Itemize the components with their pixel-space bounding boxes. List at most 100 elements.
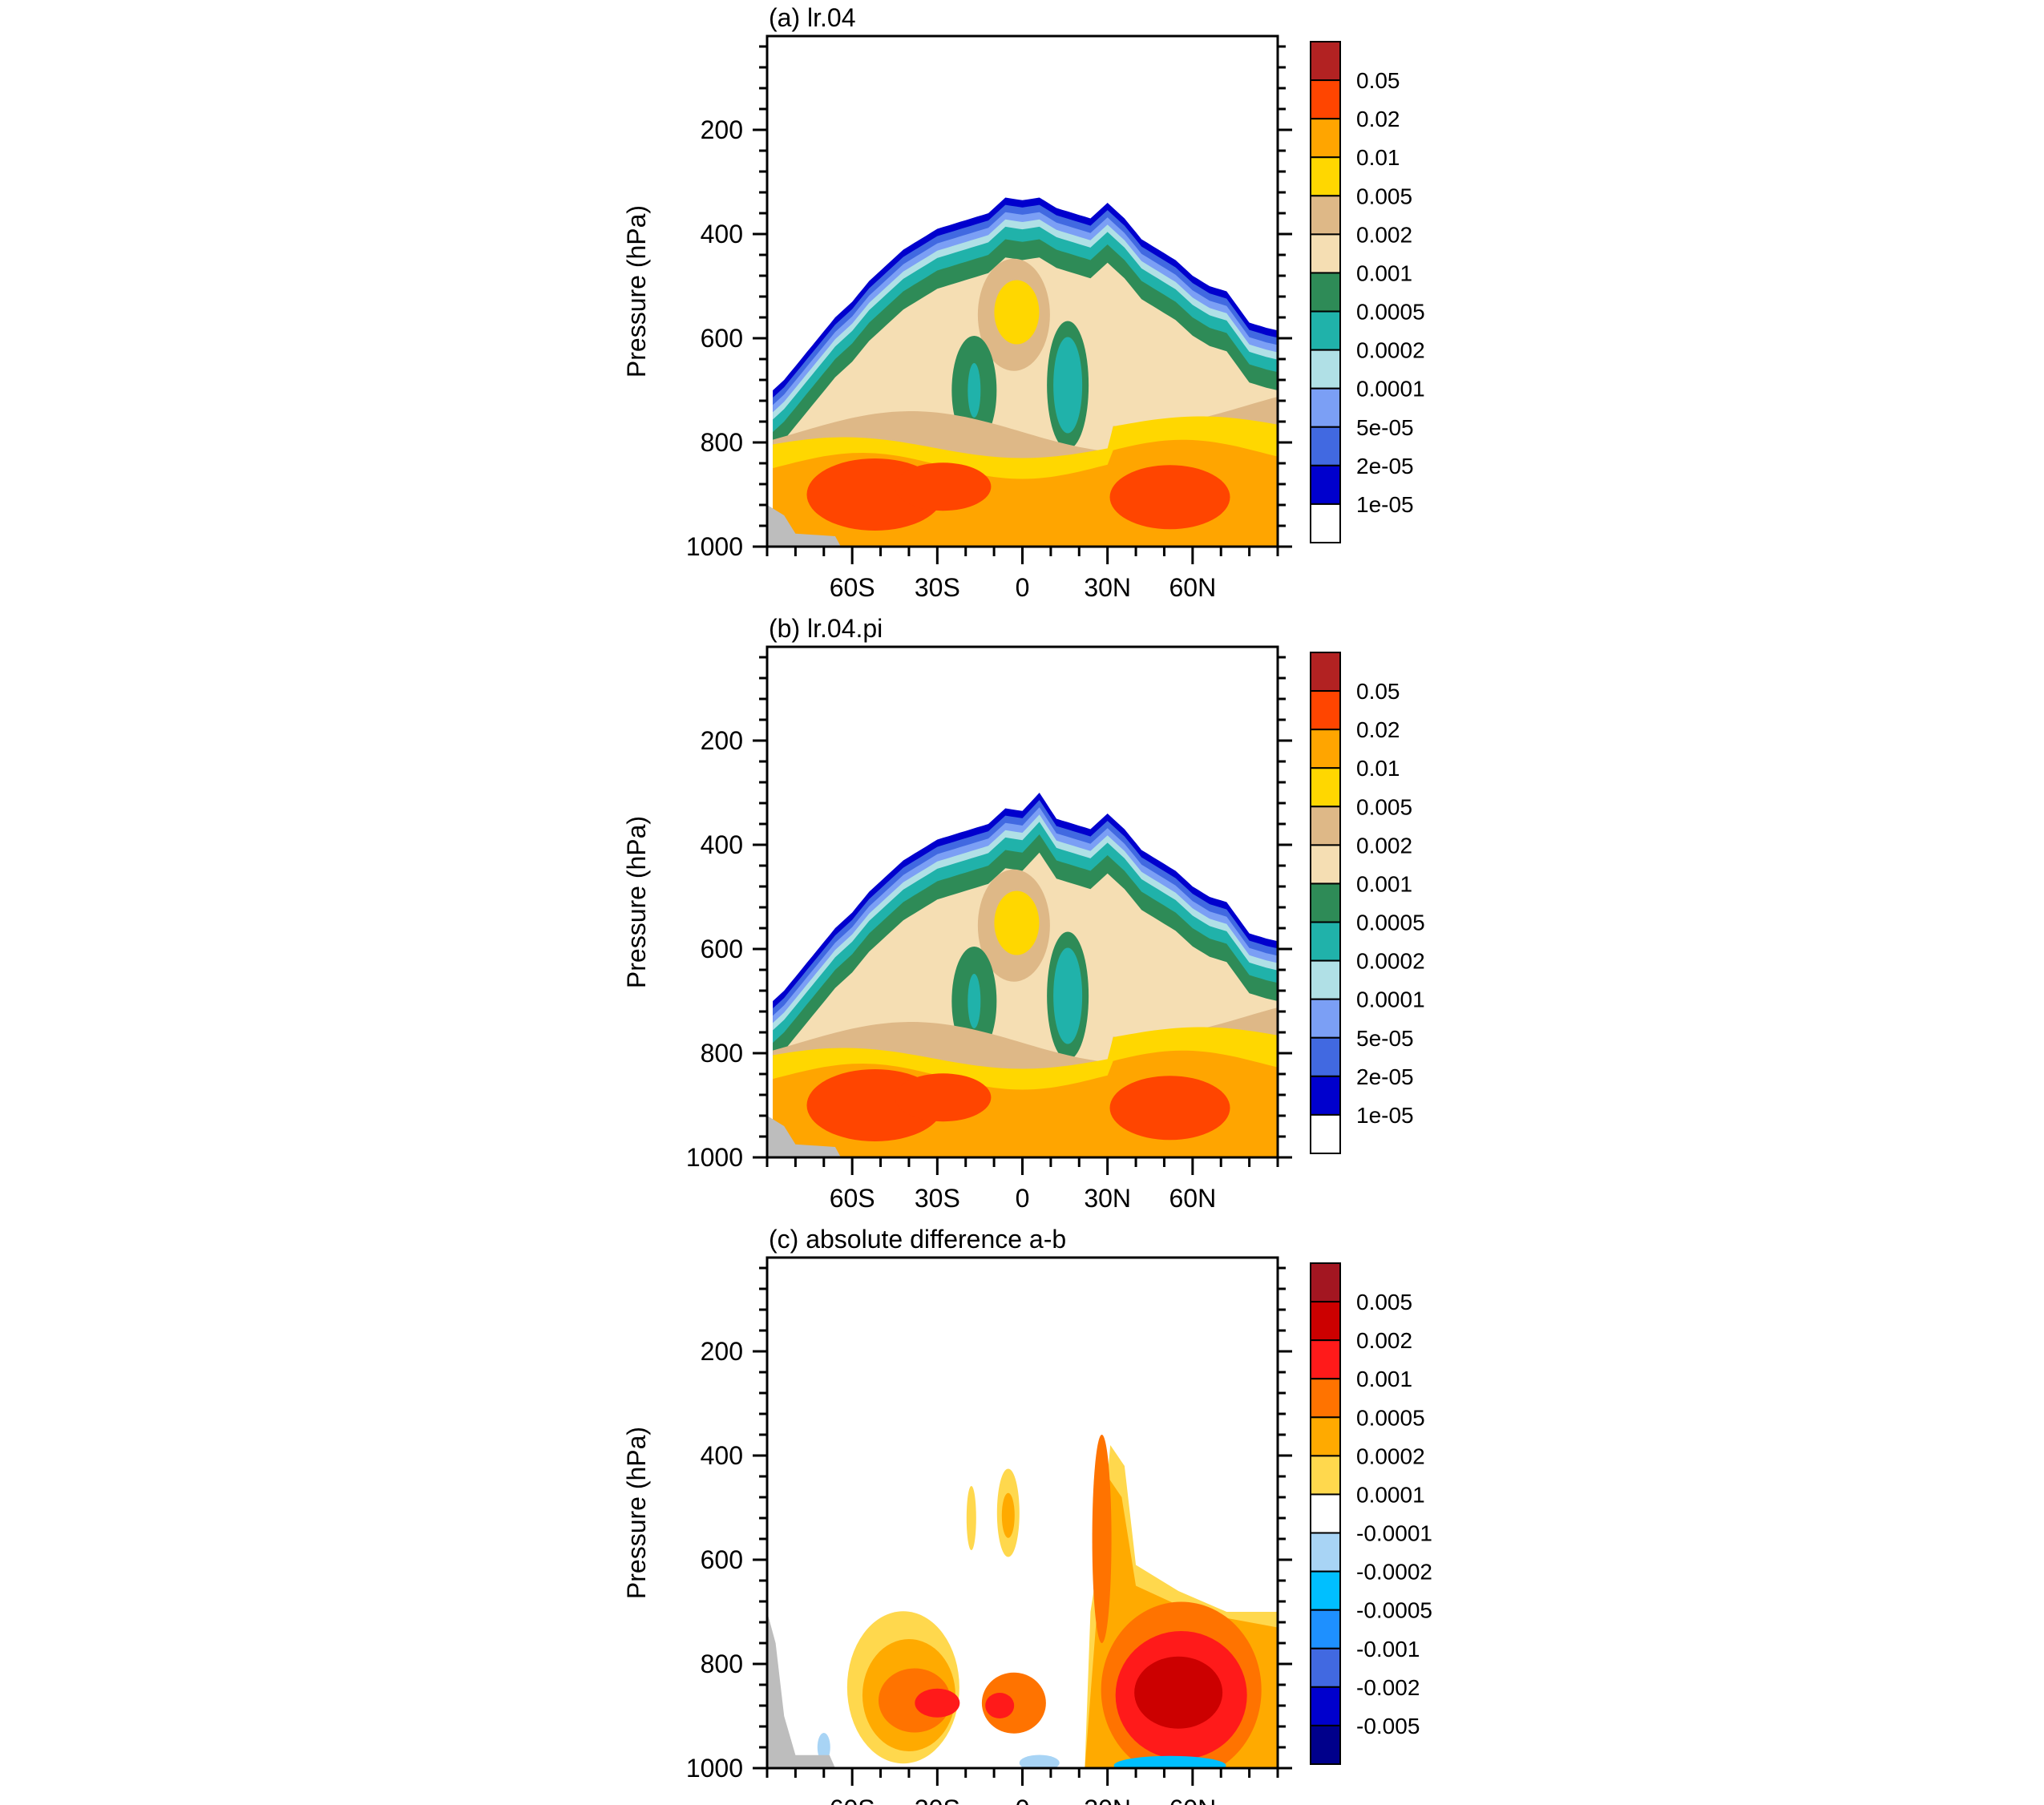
colorbar-swatch: [1310, 1416, 1341, 1457]
colorbar-label: 0.0002: [1356, 949, 1425, 974]
y-tick-label: 400: [701, 830, 743, 859]
y-tick-label: 1000: [686, 532, 743, 561]
x-tick-label: 30S: [915, 573, 960, 602]
x-tick-label: 30N: [1084, 1795, 1131, 1805]
y-tick-label: 400: [701, 1441, 743, 1470]
colorbar-swatch: [1310, 464, 1341, 505]
y-axis-label-c: Pressure (hPa): [622, 1427, 651, 1599]
x-tick-label: 60S: [830, 1795, 875, 1805]
colorbar-label: -0.005: [1356, 1714, 1420, 1738]
colorbar-label: 0.0001: [1356, 377, 1425, 402]
colorbar-swatch: [1310, 1455, 1341, 1496]
colorbar-swatch: [1310, 272, 1341, 313]
y-tick-label: 800: [701, 428, 743, 457]
field-layer: [767, 793, 1278, 1157]
colorbar-label: 0.0002: [1356, 1444, 1425, 1468]
x-tick-label: 60N: [1169, 573, 1216, 602]
y-tick-label: 600: [701, 324, 743, 353]
colorbar-label: 0.02: [1356, 717, 1400, 742]
x-tick-label: 0: [1016, 1795, 1030, 1805]
field-layer: [767, 1435, 1278, 1768]
colorbar-swatch: [1310, 1113, 1341, 1155]
diff-0.0005-streak: [1092, 1435, 1112, 1643]
colorbar-label: 0.0001: [1356, 1482, 1425, 1507]
colorbar-swatch: [1310, 426, 1341, 466]
colorbar-swatch: [1310, 503, 1341, 544]
topography-mask: [767, 1116, 842, 1157]
diff-0.001-south: [915, 1688, 960, 1718]
colorbar-label: 0.002: [1356, 222, 1412, 247]
colorbar-swatch: [1310, 195, 1341, 236]
x-tick-label: 60S: [830, 1184, 875, 1213]
colorbar-label: -0.002: [1356, 1675, 1420, 1700]
y-axis-label-a: Pressure (hPa): [622, 205, 651, 378]
panel-title-a: (a) lr.04: [769, 3, 855, 32]
x-tick-label: 60N: [1169, 1795, 1216, 1805]
colorbar-label: 5e-05: [1356, 1026, 1414, 1051]
colorbar-label: 0.002: [1356, 833, 1412, 858]
colorbar-swatch: [1310, 882, 1341, 923]
y-tick-label: 600: [701, 935, 743, 963]
panel-title-b: (b) lr.04.pi: [769, 614, 883, 643]
panel-b: [767, 793, 1278, 1157]
colorbar-swatch: [1310, 921, 1341, 962]
y-tick-label: 600: [701, 1545, 743, 1574]
colorbar-swatch: [1310, 41, 1341, 82]
colorbar-label: 0.001: [1356, 260, 1412, 285]
x-tick-label: 60S: [830, 573, 875, 602]
colorbar-swatch: [1310, 1378, 1341, 1419]
colorbar-label: 0.0002: [1356, 338, 1425, 363]
colorbar-swatch: [1310, 1647, 1341, 1688]
diff-neg-eq: [1019, 1755, 1060, 1768]
colorbar-swatch: [1310, 310, 1341, 351]
y-tick-label: 400: [701, 220, 743, 248]
colorbar-label: 0.02: [1356, 107, 1400, 131]
y-tick-label: 800: [701, 1039, 743, 1068]
y-tick-label: 200: [701, 1337, 743, 1366]
x-tick-label: 30N: [1084, 1184, 1131, 1213]
colorbar-label: -0.0001: [1356, 1521, 1432, 1546]
colorbar-swatch: [1310, 1036, 1341, 1077]
colorbar-swatch: [1310, 349, 1341, 390]
colorbar-label: -0.001: [1356, 1637, 1420, 1662]
panel-a: [767, 197, 1278, 547]
diff-neg-south: [817, 1733, 830, 1762]
colorbar-swatch: [1310, 959, 1341, 1000]
colorbar-label: 5e-05: [1356, 415, 1414, 440]
colorbar-swatch: [1310, 1493, 1341, 1534]
colorbar-label: 0.002: [1356, 1328, 1412, 1353]
topography-mask: [767, 1612, 835, 1768]
y-tick-label: 1000: [686, 1143, 743, 1172]
contour-0.005-upper: [994, 890, 1040, 955]
colorbar-swatch: [1310, 1262, 1341, 1303]
colorbar-swatch: [1310, 690, 1341, 731]
contour-0.0002-right: [1053, 947, 1083, 1044]
diff-neg-north: [1113, 1755, 1226, 1768]
colorbar-swatch: [1310, 1686, 1341, 1726]
diff-upper-streak-1: [966, 1486, 976, 1550]
contour-0.02-south-b: [895, 1073, 992, 1122]
colorbar-label: 0.001: [1356, 871, 1412, 896]
panel-title-c: (c) absolute difference a-b: [769, 1225, 1066, 1254]
colorbar-label: 0.0005: [1356, 300, 1425, 325]
colorbar-swatch: [1310, 844, 1341, 885]
y-tick-label: 200: [701, 115, 743, 144]
diff-0.002-north: [1134, 1656, 1223, 1729]
contour-0.02-north: [1109, 1076, 1230, 1141]
colorbar-label: 1e-05: [1356, 492, 1414, 517]
colorbar-label: 1e-05: [1356, 1103, 1414, 1128]
colorbar-label: 0.001: [1356, 1367, 1412, 1391]
colorbar-label: 0.0001: [1356, 987, 1425, 1012]
colorbar-swatch: [1310, 767, 1341, 808]
contour-0.0002-left: [967, 363, 981, 418]
colorbar-swatch: [1310, 387, 1341, 428]
panel-c: [767, 1435, 1278, 1768]
x-tick-label: 0: [1016, 1184, 1030, 1213]
contour-0.0002-right: [1053, 337, 1083, 434]
colorbar-swatch: [1310, 1532, 1341, 1573]
y-axis-label-b: Pressure (hPa): [622, 816, 651, 988]
contour-0.02-north: [1109, 465, 1230, 530]
colorbar-label: 2e-05: [1356, 454, 1414, 479]
colorbar-swatch: [1310, 1724, 1341, 1766]
